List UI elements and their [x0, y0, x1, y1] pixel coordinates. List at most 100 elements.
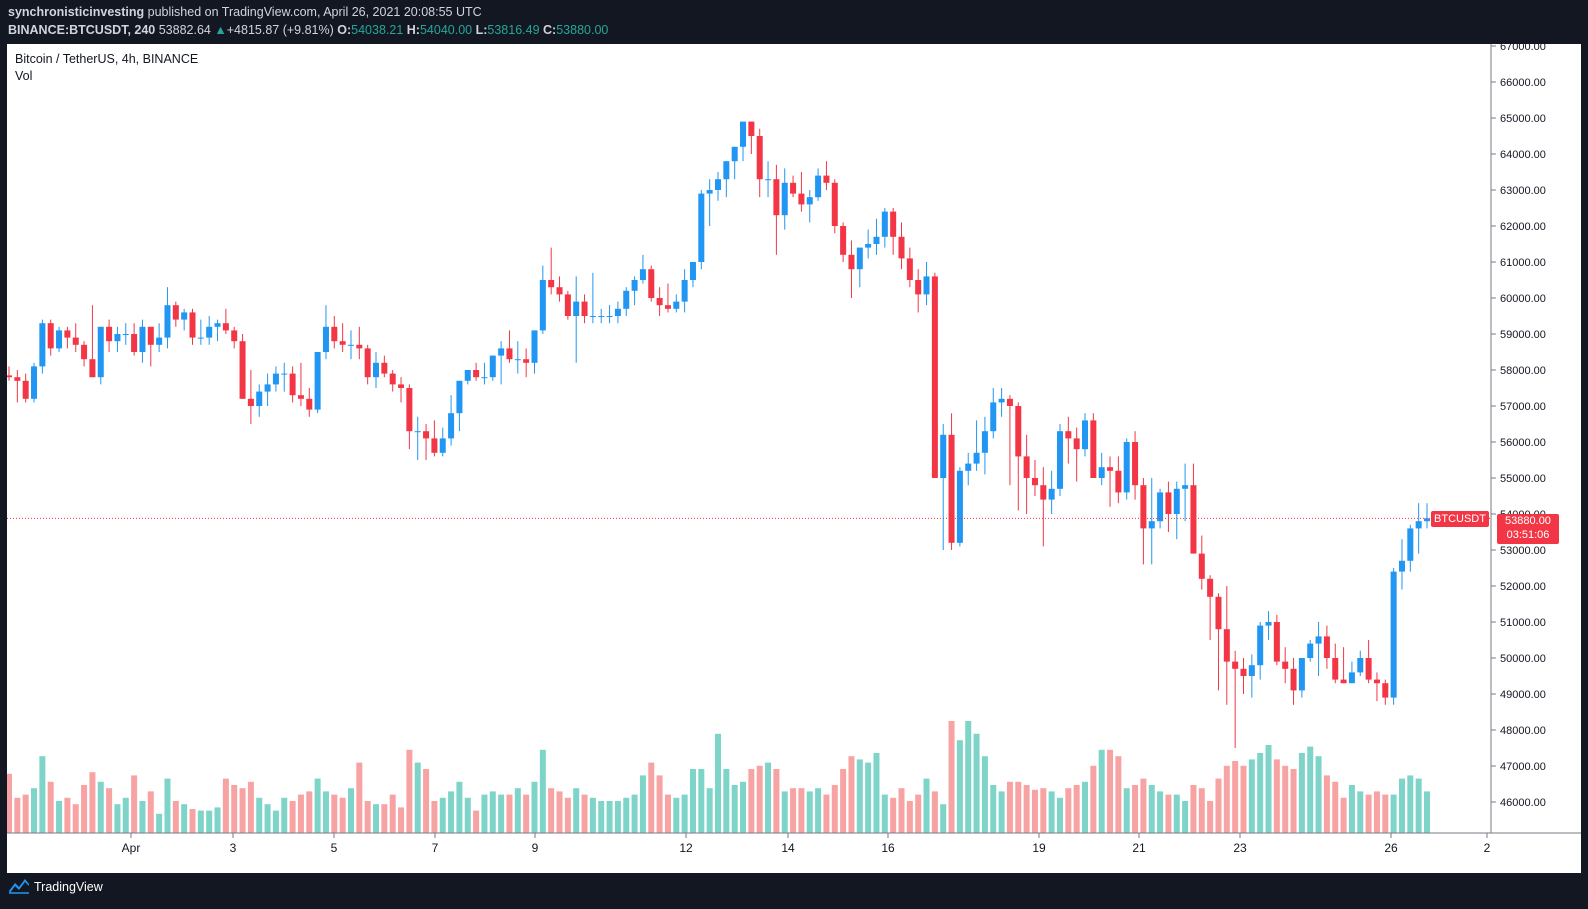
candle-body	[1165, 492, 1172, 514]
volume-bar	[798, 788, 805, 833]
volume-bar	[990, 785, 997, 833]
candle-body	[247, 398, 254, 406]
volume-bar	[322, 791, 329, 833]
volume-bar	[1315, 756, 1322, 833]
candle-body	[773, 179, 780, 216]
candle-body	[1056, 431, 1063, 489]
publisher-name[interactable]: synchronisticinvesting	[8, 5, 145, 19]
candle-body	[781, 182, 788, 216]
symbol-line[interactable]: BINANCE:BTCUSDT, 240	[8, 23, 156, 37]
price-tick-label: 55000.00	[1500, 473, 1546, 485]
candle-body	[656, 298, 663, 306]
volume-bar	[589, 797, 596, 833]
candle-body	[823, 175, 830, 183]
open-label: O:	[337, 23, 352, 37]
price-tick-label: 51000.00	[1500, 617, 1546, 629]
candle-body	[481, 377, 488, 379]
candle-body	[406, 388, 413, 432]
volume-bar	[1382, 794, 1389, 833]
candle-body	[556, 287, 563, 295]
volume-bar	[1265, 745, 1272, 833]
candle-body	[347, 344, 354, 346]
volume-bar	[431, 801, 438, 833]
price-tick-label: 46000.00	[1500, 797, 1546, 809]
candle-body	[723, 161, 730, 180]
candle-body	[639, 269, 646, 280]
candle-body	[1015, 406, 1022, 457]
volume-bar	[47, 781, 54, 833]
candlestick-chart[interactable]: 46000.00 47000.00 48000.00 49000.00 50000.00…	[7, 44, 1581, 873]
candle-body	[373, 362, 380, 378]
chart-panel[interactable]: 46000.00 47000.00 48000.00 49000.00 50000.00…	[7, 44, 1581, 873]
volume-bar	[523, 794, 530, 833]
tradingview-logo-icon[interactable]	[6, 873, 32, 899]
candle-body	[865, 244, 872, 248]
volume-bar	[364, 801, 371, 833]
volume-bar	[915, 794, 922, 833]
time-tick-label: 3	[230, 841, 237, 855]
volume-bar	[1157, 791, 1164, 833]
time-tick-label: Apr	[122, 841, 141, 855]
price-tick-label: 58000.00	[1500, 365, 1546, 377]
volume-bar	[122, 797, 129, 833]
candle-body	[1273, 622, 1280, 662]
candle-body	[222, 323, 229, 331]
volume-bar	[1415, 778, 1422, 833]
candle-body	[122, 334, 129, 335]
volume-bar	[356, 762, 363, 833]
price-tick-label: 50000.00	[1500, 653, 1546, 665]
candle-body	[131, 334, 138, 352]
candle-body	[1065, 431, 1072, 439]
candle-body	[1348, 672, 1355, 684]
candle-body	[756, 136, 763, 180]
tradingview-brand[interactable]: TradingView	[34, 880, 103, 894]
legend-title[interactable]: Bitcoin / TetherUS, 4h, BINANCE	[15, 52, 199, 66]
legend-volume-label[interactable]: Vol	[15, 69, 33, 83]
candle-body	[331, 326, 338, 342]
candle-body	[231, 330, 238, 342]
candle-body	[7, 375, 13, 378]
candle-body	[1423, 518, 1431, 522]
candle-body	[214, 323, 221, 327]
volume-bar	[698, 769, 705, 833]
candle-body	[614, 308, 621, 316]
candle-body	[1090, 420, 1097, 478]
volume-bar	[981, 756, 988, 833]
candle-body	[281, 373, 288, 375]
volume-bar	[1148, 785, 1155, 833]
candle-body	[1373, 679, 1380, 684]
volume-bar	[72, 804, 79, 833]
candle-body	[790, 182, 797, 194]
volume-bar	[656, 775, 663, 833]
candle-body	[381, 362, 388, 374]
time-tick-label: 19	[1032, 841, 1046, 855]
volume-bar	[131, 775, 138, 833]
volume-bar	[1257, 753, 1264, 833]
publisher-line: synchronisticinvesting published on Trad…	[8, 5, 482, 19]
candle-body	[1173, 488, 1180, 514]
candle-body	[623, 290, 630, 309]
volume-bar	[439, 797, 446, 833]
candle-body	[1282, 661, 1289, 669]
last-price: 53882.64	[158, 23, 211, 37]
candle-body	[940, 434, 947, 478]
volume-bar	[923, 778, 930, 833]
volume-bar	[281, 797, 288, 833]
candle-body	[965, 463, 972, 471]
candle-body	[1098, 467, 1105, 478]
volume-bar	[331, 794, 338, 833]
candle-body	[197, 337, 204, 339]
volume-bar	[581, 794, 588, 833]
volume-bar	[831, 785, 838, 833]
volume-bar	[1215, 778, 1222, 833]
time-tick-label: 2	[1484, 841, 1491, 855]
volume-bar	[1190, 785, 1197, 833]
volume-bar	[1273, 759, 1280, 833]
volume-bar	[948, 721, 955, 833]
candle-body	[1298, 658, 1305, 691]
candle-body	[631, 280, 638, 291]
last-price-tag-value: 53880.00	[1505, 515, 1551, 527]
candle-body	[106, 326, 113, 342]
candle-body	[948, 434, 955, 543]
candle-body	[714, 179, 722, 190]
